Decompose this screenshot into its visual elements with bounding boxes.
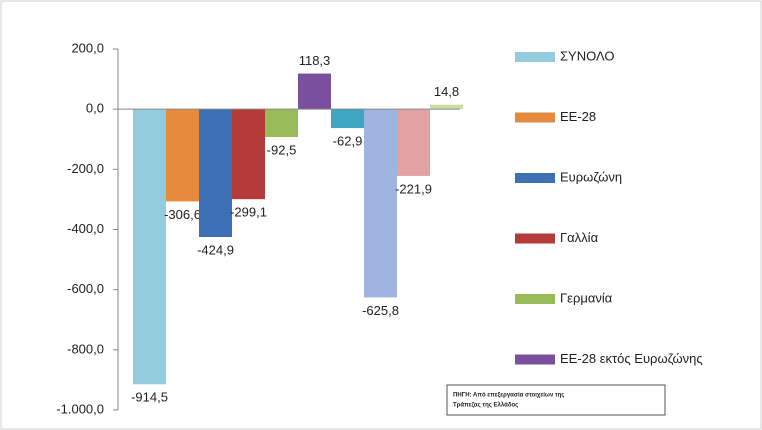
y-tick-label: -1.000,0 <box>56 401 104 416</box>
value-label: -92,5 <box>267 142 297 157</box>
bar <box>265 109 298 137</box>
note: ΠΗΓΗ: Από επεξεργασία στοιχείων της <box>453 393 564 399</box>
bar <box>397 109 430 176</box>
legend-swatch <box>515 354 555 365</box>
legend-label: ΣΥΝΟΛΟ <box>560 48 615 63</box>
y-tick-label: 0,0 <box>86 101 104 116</box>
value-label: 118,3 <box>299 53 331 68</box>
y-tick-label: -600,0 <box>67 281 104 296</box>
note-box <box>446 384 666 416</box>
legend-swatch <box>515 233 555 244</box>
value-label: -306,6 <box>164 207 201 222</box>
legend-swatch <box>515 294 555 304</box>
legend-swatch <box>515 173 555 183</box>
y-tick-label: 200,0 <box>71 40 104 55</box>
bar <box>232 109 265 200</box>
value-label: -424,9 <box>197 242 234 257</box>
y-tick-label: -200,0 <box>67 161 104 176</box>
bar <box>298 73 331 110</box>
value-label: -299,1 <box>230 205 267 220</box>
legend-label: ΕΕ-28 <box>560 109 596 124</box>
y-tick-label: -400,0 <box>67 221 104 236</box>
bar <box>430 104 463 110</box>
legend-label: Ευρωζώνη <box>560 169 622 184</box>
value-label: -914,5 <box>131 390 168 405</box>
value-label: -62,9 <box>333 134 363 149</box>
value-label: 14,8 <box>434 84 459 99</box>
value-label: -625,8 <box>362 303 399 318</box>
bar <box>364 109 397 298</box>
value-label: -221,9 <box>395 181 432 196</box>
legend-label: Γερμανία <box>560 290 613 305</box>
y-tick-label: -800,0 <box>67 341 104 356</box>
note: Τράπεζας της Ελλάδος <box>453 403 518 409</box>
legend-swatch <box>515 52 555 62</box>
bar <box>331 109 364 129</box>
legend-label: ΕΕ-28 εκτός Ευρωζώνης <box>560 351 703 366</box>
legend-label: Γαλλία <box>560 230 599 245</box>
bar <box>199 109 232 237</box>
bar <box>133 109 166 385</box>
legend-swatch <box>515 112 555 123</box>
bar <box>166 109 199 202</box>
